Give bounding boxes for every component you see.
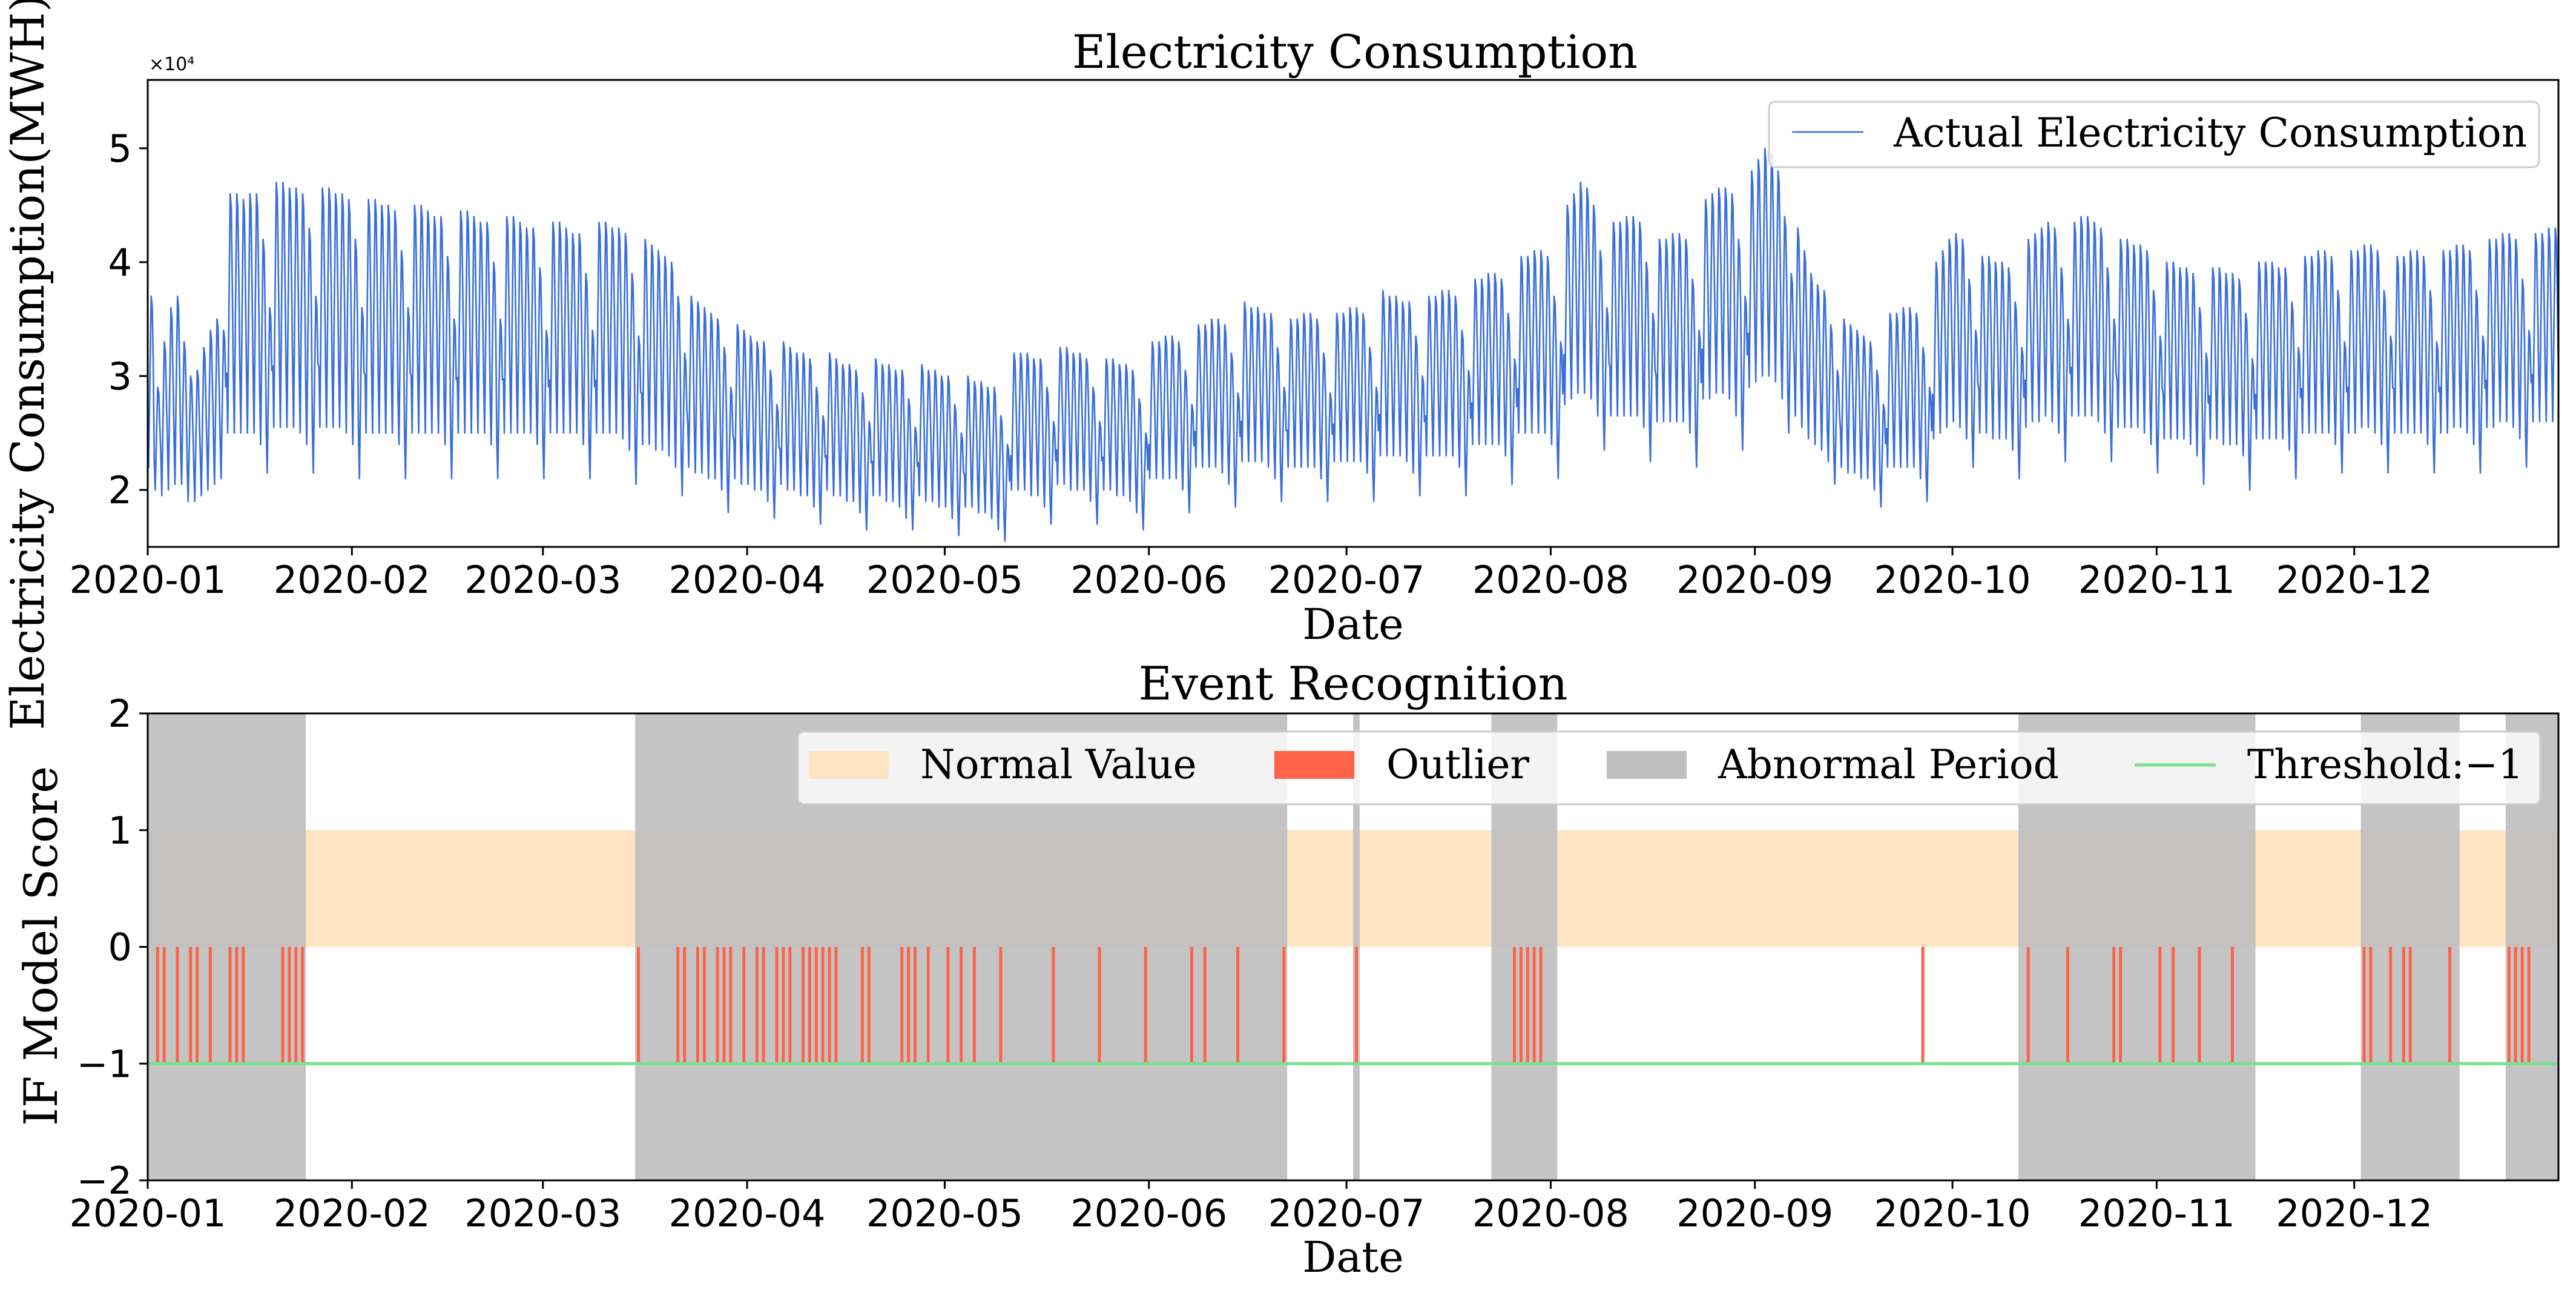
consumption-chart: Electricity Consumption ×10⁴ 2020-01 2020… [69,25,2560,649]
legend-label-actual-electricity-consumption: Actual Electricity Consumption [1893,110,2527,156]
abnormal-period-band [148,713,306,1180]
consumption-legend-box [1768,101,2540,168]
consumption-chart-title: Electricity Consumption [1072,25,1638,79]
x-tick-label: 2020-03 [464,558,621,602]
x-tick-label: 2020-05 [866,1191,1023,1235]
x-tick-label: 2020-09 [1676,558,1833,602]
legend-swatch-normal-value [809,751,889,779]
x-tick-label: 2020-04 [669,558,826,602]
event-legend: Normal Value Outlier Abnormal Period Thr… [797,730,2541,805]
x-tick-label: 2020-07 [1268,558,1425,602]
x-tick-label: 2020-02 [274,1191,430,1235]
x-tick-label: 2020-11 [2078,558,2235,602]
y-tick-label: 1 [108,809,132,853]
event-xlabel: Date [1302,1232,1403,1282]
x-tick-label: 2020-12 [2276,1191,2433,1235]
y-tick-label: 2 [108,468,132,512]
x-tick-label: 2020-12 [2276,558,2433,602]
x-tick-label: 2020-10 [1874,558,2031,602]
x-tick-label: 2020-05 [866,558,1023,602]
x-tick-label: 2020-11 [2078,1191,2235,1235]
x-tick-label: 2020-03 [464,1191,621,1235]
consumption-x-ticks: 2020-01 2020-02 2020-03 2020-04 2020-05 2020-… [69,547,2433,602]
y-tick-label: 3 [108,354,132,398]
consumption-xlabel: Date [1302,600,1403,649]
legend-label-outlier: Outlier [1386,741,1529,788]
event-chart-title: Event Recognition [1138,656,1567,710]
x-tick-label: 2020-09 [1676,1191,1833,1235]
consumption-y-ticks: 2 3 4 5 [108,127,148,512]
consumption-legend: Actual Electricity Consumption [1768,101,2540,168]
x-tick-label: 2020-01 [69,1191,226,1235]
y-tick-label: 4 [108,240,132,285]
x-tick-label: 2020-08 [1472,558,1629,602]
x-tick-label: 2020-06 [1070,1191,1227,1235]
x-tick-label: 2020-07 [1268,1191,1425,1235]
legend-label-normal-value: Normal Value [920,741,1197,788]
outlier-markers [156,947,2531,1064]
event-chart: Event Recognition IF Model Score 2020-01… [14,656,2560,1282]
x-tick-label: 2020-04 [669,1191,826,1235]
legend-swatch-abnormal-period [1607,751,1687,779]
x-tick-label: 2020-10 [1874,1191,2031,1235]
event-ylabel: IF Model Score [14,766,68,1126]
legend-swatch-outlier [1274,751,1354,779]
y-tick-label: 0 [108,925,132,970]
x-tick-label: 2020-02 [274,558,430,602]
y-tick-label: 2 [108,692,132,736]
series-line-actual-electricity-consumption [148,147,2558,542]
consumption-plot-frame [147,79,2560,548]
x-tick-label: 2020-06 [1070,558,1227,602]
y-tick-label: −2 [77,1159,132,1203]
x-tick-label: 2020-08 [1472,1191,1629,1235]
y-tick-label: 5 [108,127,132,171]
shared-ylabel: Electricity Consumption(MWH) [1,0,54,730]
event-x-ticks: 2020-01 2020-02 2020-03 2020-04 2020-05 2020-… [69,1180,2433,1235]
legend-label-abnormal-period: Abnormal Period [1718,741,2059,788]
y-scale-label: ×10⁴ [149,54,194,75]
legend-label-threshold: Threshold:−1 [2247,741,2523,788]
event-y-ticks: 2 1 0 −1 −2 [77,692,148,1203]
x-tick-label: 2020-01 [69,558,226,602]
y-tick-label: −1 [77,1042,132,1086]
